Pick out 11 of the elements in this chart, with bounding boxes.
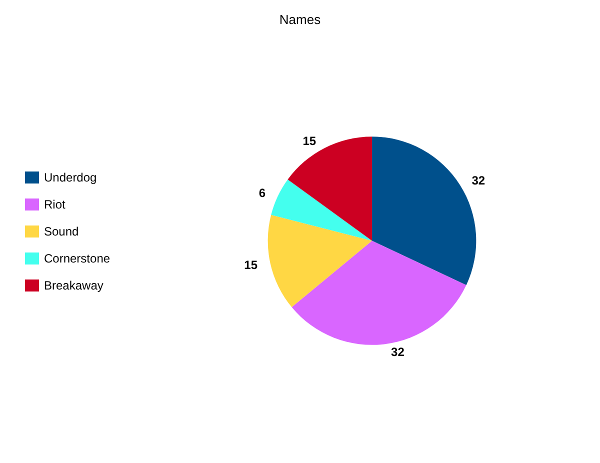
data-label: 32 [472,174,486,188]
data-label: 32 [391,345,405,360]
legend-label: Riot [44,198,66,212]
chart-title: Names [279,12,322,27]
data-label: 6 [258,186,266,200]
legend-label: Breakaway [44,278,104,292]
legend-label: Underdog [44,170,97,184]
legend-label: Cornerstone [44,252,110,266]
legend-label: Sound [44,224,79,238]
data-label: 15 [244,258,258,272]
data-label: 15 [302,134,316,148]
